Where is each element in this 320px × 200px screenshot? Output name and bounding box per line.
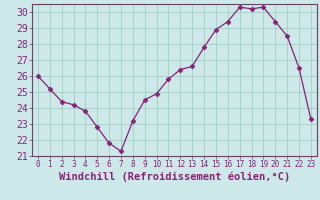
X-axis label: Windchill (Refroidissement éolien,°C): Windchill (Refroidissement éolien,°C) <box>59 172 290 182</box>
